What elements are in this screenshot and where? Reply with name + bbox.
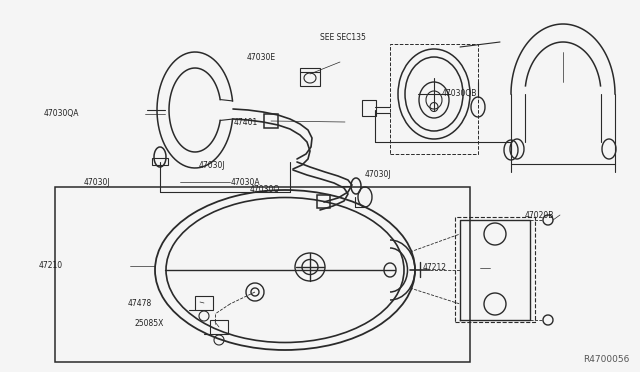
Text: 47030J: 47030J — [83, 178, 110, 187]
Text: 47020B: 47020B — [525, 211, 554, 220]
Text: 47401: 47401 — [234, 118, 258, 127]
Bar — [195, 296, 213, 310]
Text: SEE SEC135: SEE SEC135 — [320, 33, 366, 42]
Text: 47212: 47212 — [422, 263, 447, 272]
Bar — [55, 187, 470, 362]
Text: 47030J: 47030J — [365, 170, 392, 179]
Bar — [455, 217, 535, 322]
Text: 47030A: 47030A — [230, 178, 260, 187]
Bar — [152, 158, 168, 165]
Bar — [362, 100, 376, 116]
Text: 47030Q: 47030Q — [250, 185, 280, 194]
Text: 47030E: 47030E — [246, 53, 276, 62]
Bar — [317, 195, 330, 208]
Text: 25085X: 25085X — [134, 319, 164, 328]
Text: 47030QB: 47030QB — [442, 89, 477, 97]
Text: 47478: 47478 — [128, 299, 152, 308]
Bar — [210, 320, 228, 334]
Text: 47210: 47210 — [38, 262, 63, 270]
Text: R4700056: R4700056 — [584, 355, 630, 364]
Text: 47030J: 47030J — [198, 161, 225, 170]
Bar — [264, 114, 278, 128]
Bar — [300, 68, 320, 86]
Bar — [390, 44, 478, 154]
Text: 47030QA: 47030QA — [44, 109, 79, 118]
